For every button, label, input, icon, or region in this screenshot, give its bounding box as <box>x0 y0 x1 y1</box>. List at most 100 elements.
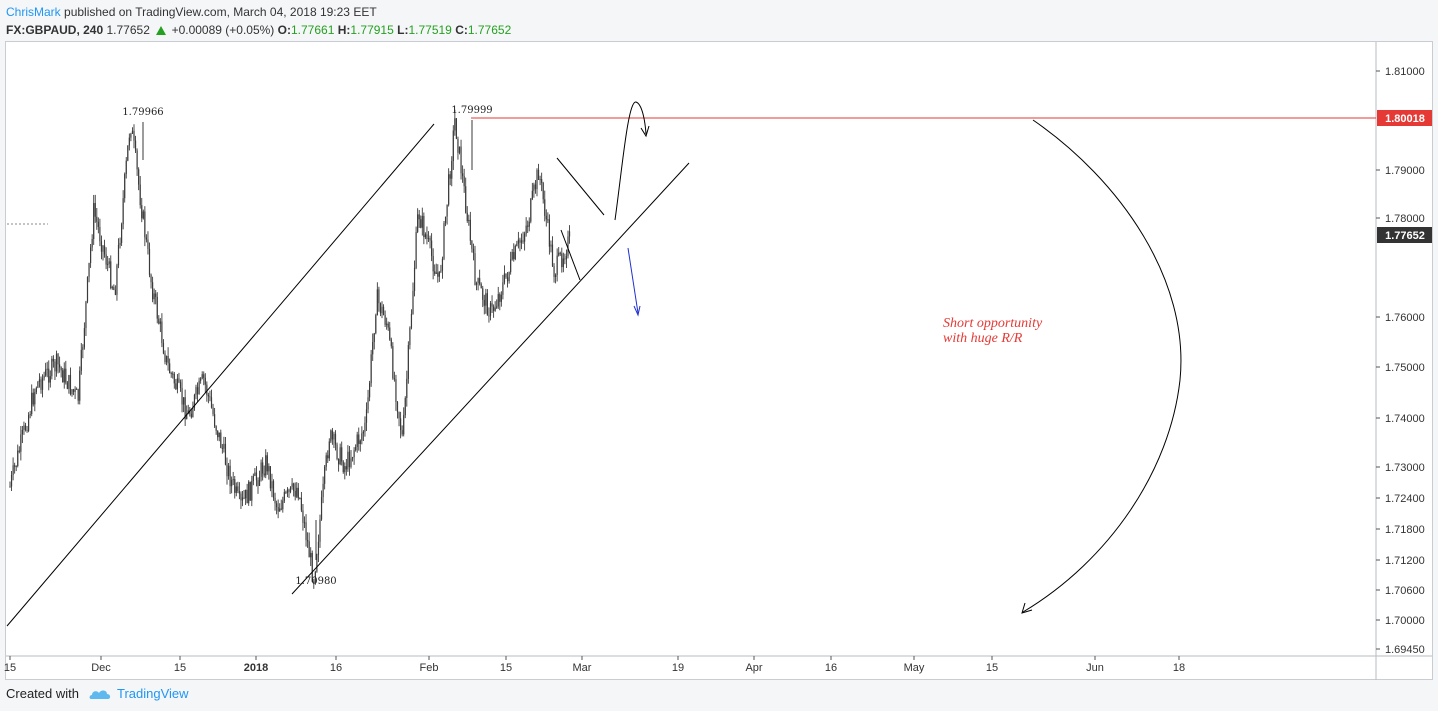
candle-body <box>282 500 284 510</box>
close-value: 1.77652 <box>467 23 512 37</box>
low-label: L: <box>397 23 409 37</box>
candle-body <box>393 378 395 380</box>
candle-body <box>432 255 434 272</box>
candle-body <box>299 497 301 499</box>
candle-body <box>105 254 107 265</box>
candle-body <box>246 489 248 504</box>
x-tick-label: 19 <box>672 662 684 674</box>
candle-body <box>330 430 332 442</box>
y-tick-label: 1.70000 <box>1385 615 1425 627</box>
projection-arc[interactable] <box>1022 119 1182 613</box>
x-tick-label: Feb <box>420 662 439 674</box>
candle-body <box>94 203 96 217</box>
candle-body <box>80 349 82 371</box>
candle-body <box>218 432 220 438</box>
candle-body <box>178 378 180 383</box>
candle-body <box>26 429 28 431</box>
candle-body <box>415 232 417 268</box>
candle-body <box>114 289 116 295</box>
author-link[interactable]: ChrisMark <box>6 5 61 19</box>
candle-body <box>85 301 87 329</box>
candle-body <box>364 422 366 432</box>
candle-body <box>382 306 385 315</box>
candle-body <box>169 363 171 374</box>
candle-body <box>34 392 36 405</box>
created-with-text: Created with <box>6 686 79 701</box>
symbol-label: FX:GBPAUD, 240 <box>6 23 104 37</box>
price-label-text: 1.77652 <box>1385 230 1425 242</box>
candle-body <box>62 370 64 383</box>
candle-body <box>237 486 239 491</box>
candle-body <box>491 303 493 307</box>
candle-body <box>133 130 135 141</box>
candle-body <box>99 226 101 242</box>
candle-body <box>200 378 202 381</box>
candle-body <box>83 328 85 348</box>
candle-body <box>226 464 228 477</box>
swing-price-label: 1.70980 <box>295 576 336 587</box>
candle-body <box>327 455 329 459</box>
candle-body <box>190 413 192 418</box>
candle-body <box>255 472 258 481</box>
bullish-arrow-curve[interactable] <box>614 101 647 221</box>
candle-body <box>302 510 304 523</box>
candle-body <box>528 221 530 227</box>
candle-body <box>485 293 487 306</box>
candle-body <box>257 480 259 486</box>
candle-body <box>204 377 206 385</box>
candle-body <box>477 278 479 284</box>
candle-body <box>268 466 270 472</box>
candle-body <box>102 245 104 252</box>
wedge-line-top[interactable] <box>556 157 605 216</box>
candle-body <box>280 508 282 510</box>
candle-body <box>24 425 27 430</box>
candle-body <box>251 480 253 501</box>
candle-body <box>438 271 440 277</box>
candle-body <box>23 425 25 430</box>
candle-body <box>488 315 490 317</box>
tradingview-brand-link[interactable]: TradingView <box>116 686 189 701</box>
candle-body <box>446 204 448 217</box>
y-tick-label: 1.70600 <box>1385 585 1425 597</box>
bearish-arrow[interactable] <box>627 247 639 314</box>
candle-body <box>254 472 256 476</box>
candle-body <box>505 273 507 278</box>
y-tick-label: 1.69450 <box>1385 644 1425 656</box>
candle-body <box>406 378 408 398</box>
candle-body <box>220 432 222 448</box>
candle-body <box>17 450 19 466</box>
candle-body <box>10 475 13 487</box>
candle-body <box>156 296 158 319</box>
candle-body <box>489 303 492 316</box>
wedge-line-bottom[interactable] <box>560 229 581 281</box>
chart-area[interactable] <box>5 41 1433 680</box>
candle-body <box>215 426 217 431</box>
candle-body <box>370 354 372 384</box>
price-label-box <box>1377 110 1432 126</box>
candle-body <box>513 252 515 260</box>
candle-body <box>32 392 34 405</box>
annotation-text: Short opportunity <box>943 316 1043 331</box>
candle-body <box>356 434 358 447</box>
candle-body <box>324 466 326 484</box>
candle-body <box>59 364 61 368</box>
trend-line-lower[interactable] <box>291 162 690 595</box>
candle-body <box>401 430 403 435</box>
candle-body <box>12 465 14 476</box>
candle-body <box>141 205 143 219</box>
candle-body <box>65 368 67 383</box>
candle-body <box>314 571 316 583</box>
candle-body <box>372 341 374 355</box>
candle-body <box>435 272 437 274</box>
candle-body <box>121 224 123 243</box>
candle-body <box>214 414 216 427</box>
tradingview-logo-icon <box>89 689 111 699</box>
trend-line-upper[interactable] <box>6 123 435 627</box>
candle-body <box>234 479 236 493</box>
candle-body <box>426 234 428 239</box>
x-tick-label: Dec <box>91 662 111 674</box>
candle-body <box>465 186 467 213</box>
candle-body <box>539 179 541 181</box>
candle-body <box>342 461 344 473</box>
